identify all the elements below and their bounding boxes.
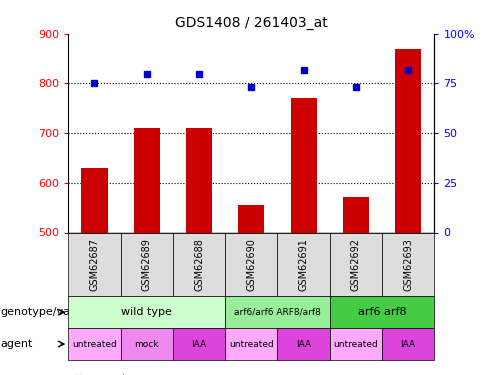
- Bar: [81, 168, 107, 232]
- Text: GSM62691: GSM62691: [299, 238, 308, 291]
- Text: GSM62693: GSM62693: [403, 238, 413, 291]
- Title: GDS1408 / 261403_at: GDS1408 / 261403_at: [175, 16, 328, 30]
- Text: agent: agent: [0, 339, 32, 349]
- Text: IAA: IAA: [191, 340, 206, 349]
- Text: arf6 arf8: arf6 arf8: [358, 307, 407, 317]
- Bar: [238, 205, 264, 232]
- Text: GSM62692: GSM62692: [351, 238, 361, 291]
- Text: genotype/variation: genotype/variation: [0, 307, 106, 317]
- Text: mock: mock: [135, 340, 159, 349]
- Bar: [395, 49, 421, 232]
- Text: GSM62687: GSM62687: [89, 238, 100, 291]
- Text: wild type: wild type: [122, 307, 172, 317]
- Bar: [186, 128, 212, 232]
- Text: arf6/arf6 ARF8/arf8: arf6/arf6 ARF8/arf8: [234, 308, 321, 316]
- Bar: [343, 197, 369, 232]
- Text: IAA: IAA: [296, 340, 311, 349]
- Text: untreated: untreated: [229, 340, 274, 349]
- Text: untreated: untreated: [333, 340, 378, 349]
- Text: count: count: [95, 374, 127, 375]
- Text: ■: ■: [73, 374, 84, 375]
- Text: GSM62690: GSM62690: [246, 238, 256, 291]
- Text: GSM62688: GSM62688: [194, 238, 204, 291]
- Bar: [134, 128, 160, 232]
- Text: GSM62689: GSM62689: [142, 238, 152, 291]
- Bar: [290, 98, 317, 232]
- Text: untreated: untreated: [72, 340, 117, 349]
- Text: IAA: IAA: [401, 340, 416, 349]
